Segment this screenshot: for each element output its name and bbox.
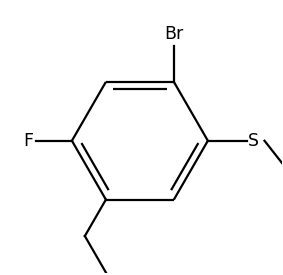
Text: S: S bbox=[248, 132, 259, 150]
Text: Br: Br bbox=[164, 25, 183, 43]
Text: F: F bbox=[23, 132, 33, 150]
